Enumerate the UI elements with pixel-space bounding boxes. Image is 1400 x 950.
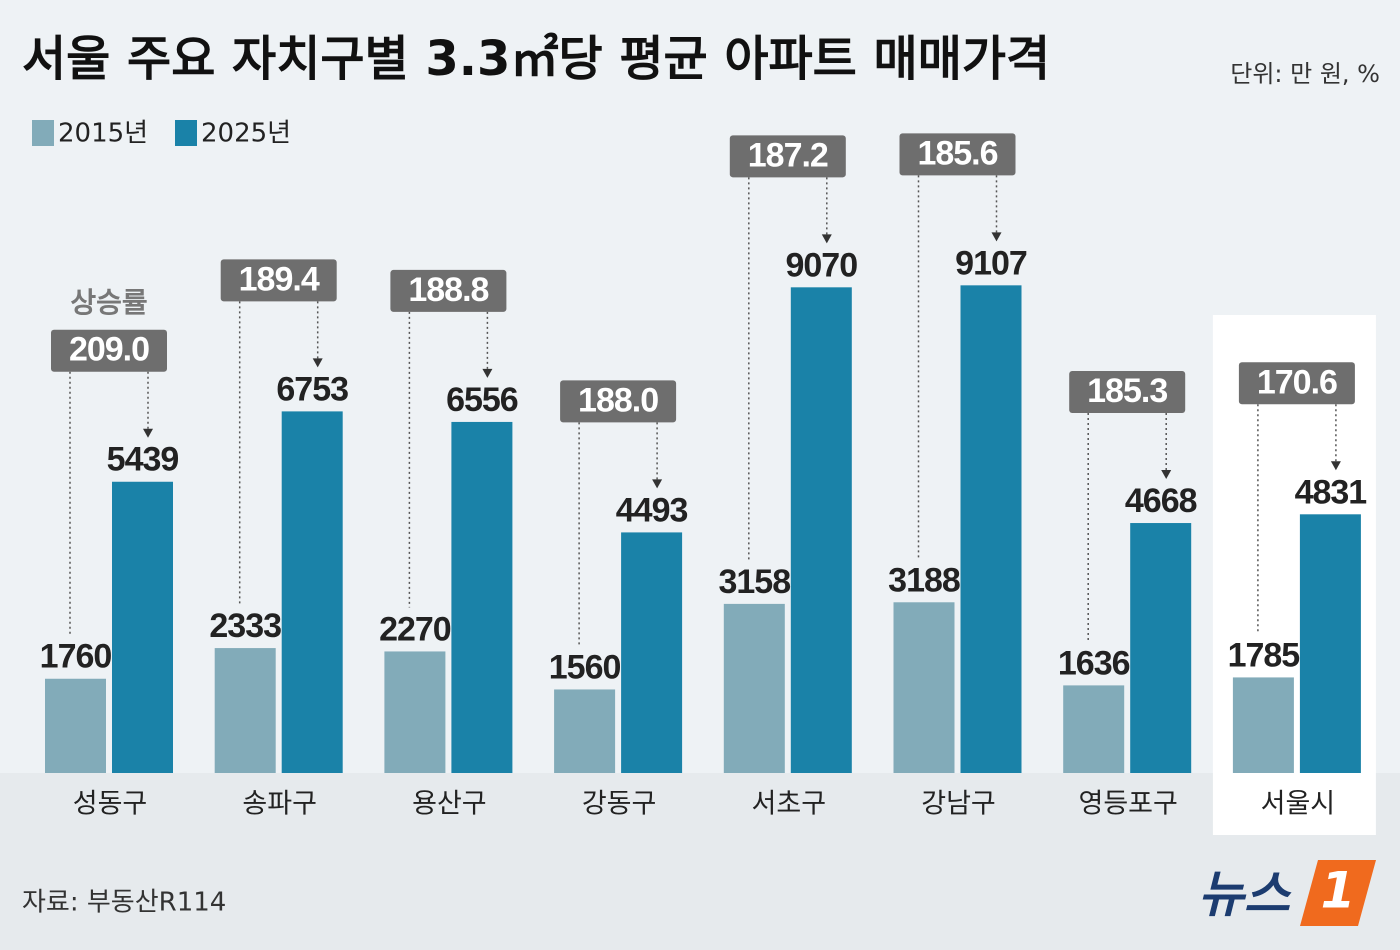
x-tick-label: 강동구 (582, 789, 657, 820)
bar (790, 287, 852, 773)
x-tick-label: 영등포구 (1079, 789, 1178, 820)
bar (112, 481, 173, 773)
rate-box (899, 133, 1016, 176)
rate-title: 상승률 (70, 286, 147, 319)
rate-box (729, 135, 846, 178)
bar (1232, 677, 1294, 773)
source: 자료: 부동산R114 (22, 888, 226, 918)
arrow-head (312, 358, 323, 368)
x-tick-label: 서울시 (1261, 789, 1336, 820)
logo-text: 뉴스 (1198, 866, 1292, 924)
x-tick-label: 송파구 (242, 789, 317, 820)
rate-group: 188.8 (390, 269, 507, 608)
value-label: 6556 (446, 381, 518, 419)
rate-label: 188.8 (408, 271, 488, 309)
rate-group: 187.2 (729, 135, 846, 560)
x-tick-label: 서초구 (752, 789, 827, 820)
arrow-head (821, 234, 832, 244)
rate-label: 188.0 (578, 381, 658, 419)
logo: 뉴스 1 (1198, 860, 1376, 926)
rate-box (1238, 362, 1355, 405)
value-label: 2270 (379, 610, 451, 648)
legend-swatch (32, 120, 54, 146)
rate-group: 185.3 (1069, 371, 1186, 642)
rate-group: 185.6 (899, 133, 1016, 559)
value-label: 3188 (888, 561, 960, 599)
value-label: 2333 (209, 607, 281, 645)
bar (960, 285, 1022, 773)
value-label: 4493 (616, 491, 688, 529)
rate-group: 209.0 상승률 (51, 286, 167, 635)
value-label: 9070 (785, 246, 857, 284)
value-label: 5439 (107, 441, 179, 479)
bar (1063, 685, 1125, 773)
legend-label: 2015년 (58, 119, 148, 149)
value-label: 4668 (1125, 482, 1197, 520)
arrow-head (1161, 470, 1172, 480)
rate-label: 189.4 (239, 260, 320, 298)
bottom-band (0, 773, 1400, 950)
bar (1130, 523, 1192, 773)
rate-box (51, 329, 167, 372)
value-label: 6753 (276, 370, 348, 408)
value-label: 1785 (1228, 636, 1300, 674)
value-label: 4831 (1295, 473, 1367, 511)
bar (554, 689, 616, 773)
legend-swatch (175, 120, 197, 146)
rate-label: 209.0 (69, 331, 149, 369)
arrow-head (652, 479, 663, 489)
arrow-head (1330, 461, 1341, 471)
legend-label: 2025년 (201, 119, 291, 149)
bar (214, 648, 276, 773)
logo-shape (1300, 860, 1376, 926)
rate-box (1069, 371, 1186, 414)
rate-label: 170.6 (1257, 363, 1337, 401)
rate-box (220, 259, 337, 302)
rate-box (560, 380, 677, 423)
logo-mark: 1 (1321, 862, 1356, 920)
rate-group: 188.0 (560, 380, 677, 646)
bar (1299, 514, 1361, 773)
bar (893, 602, 955, 773)
bar (45, 678, 106, 773)
bar (281, 411, 343, 773)
x-tick-label: 성동구 (73, 789, 148, 820)
arrow-head (482, 368, 493, 378)
value-label: 1760 (40, 638, 112, 676)
chart-title: 서울 주요 자치구별 3.3㎡당 평균 아파트 매매가격 (22, 31, 1050, 87)
bar (384, 651, 446, 773)
unit-note: 단위: 만 원, % (1230, 60, 1380, 88)
rate-label: 185.3 (1087, 372, 1167, 410)
value-label: 1560 (549, 648, 621, 686)
bar (621, 532, 683, 773)
rate-group: 170.6 (1238, 362, 1355, 634)
rate-box (390, 269, 507, 312)
arrow-head (991, 232, 1002, 242)
x-tick-label: 용산구 (412, 789, 487, 820)
bar (451, 421, 513, 773)
bar (723, 603, 785, 773)
rate-group: 189.4 (220, 259, 337, 605)
value-label: 3158 (718, 563, 790, 601)
value-label: 1636 (1058, 644, 1130, 682)
rate-label: 185.6 (917, 134, 997, 172)
value-label: 9107 (955, 244, 1027, 282)
arrow-head (143, 428, 153, 438)
rate-label: 187.2 (748, 136, 828, 174)
x-tick-label: 강남구 (921, 789, 996, 820)
